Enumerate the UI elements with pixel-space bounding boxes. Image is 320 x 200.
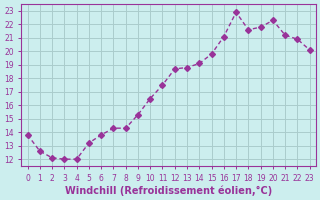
X-axis label: Windchill (Refroidissement éolien,°C): Windchill (Refroidissement éolien,°C) [65, 185, 272, 196]
